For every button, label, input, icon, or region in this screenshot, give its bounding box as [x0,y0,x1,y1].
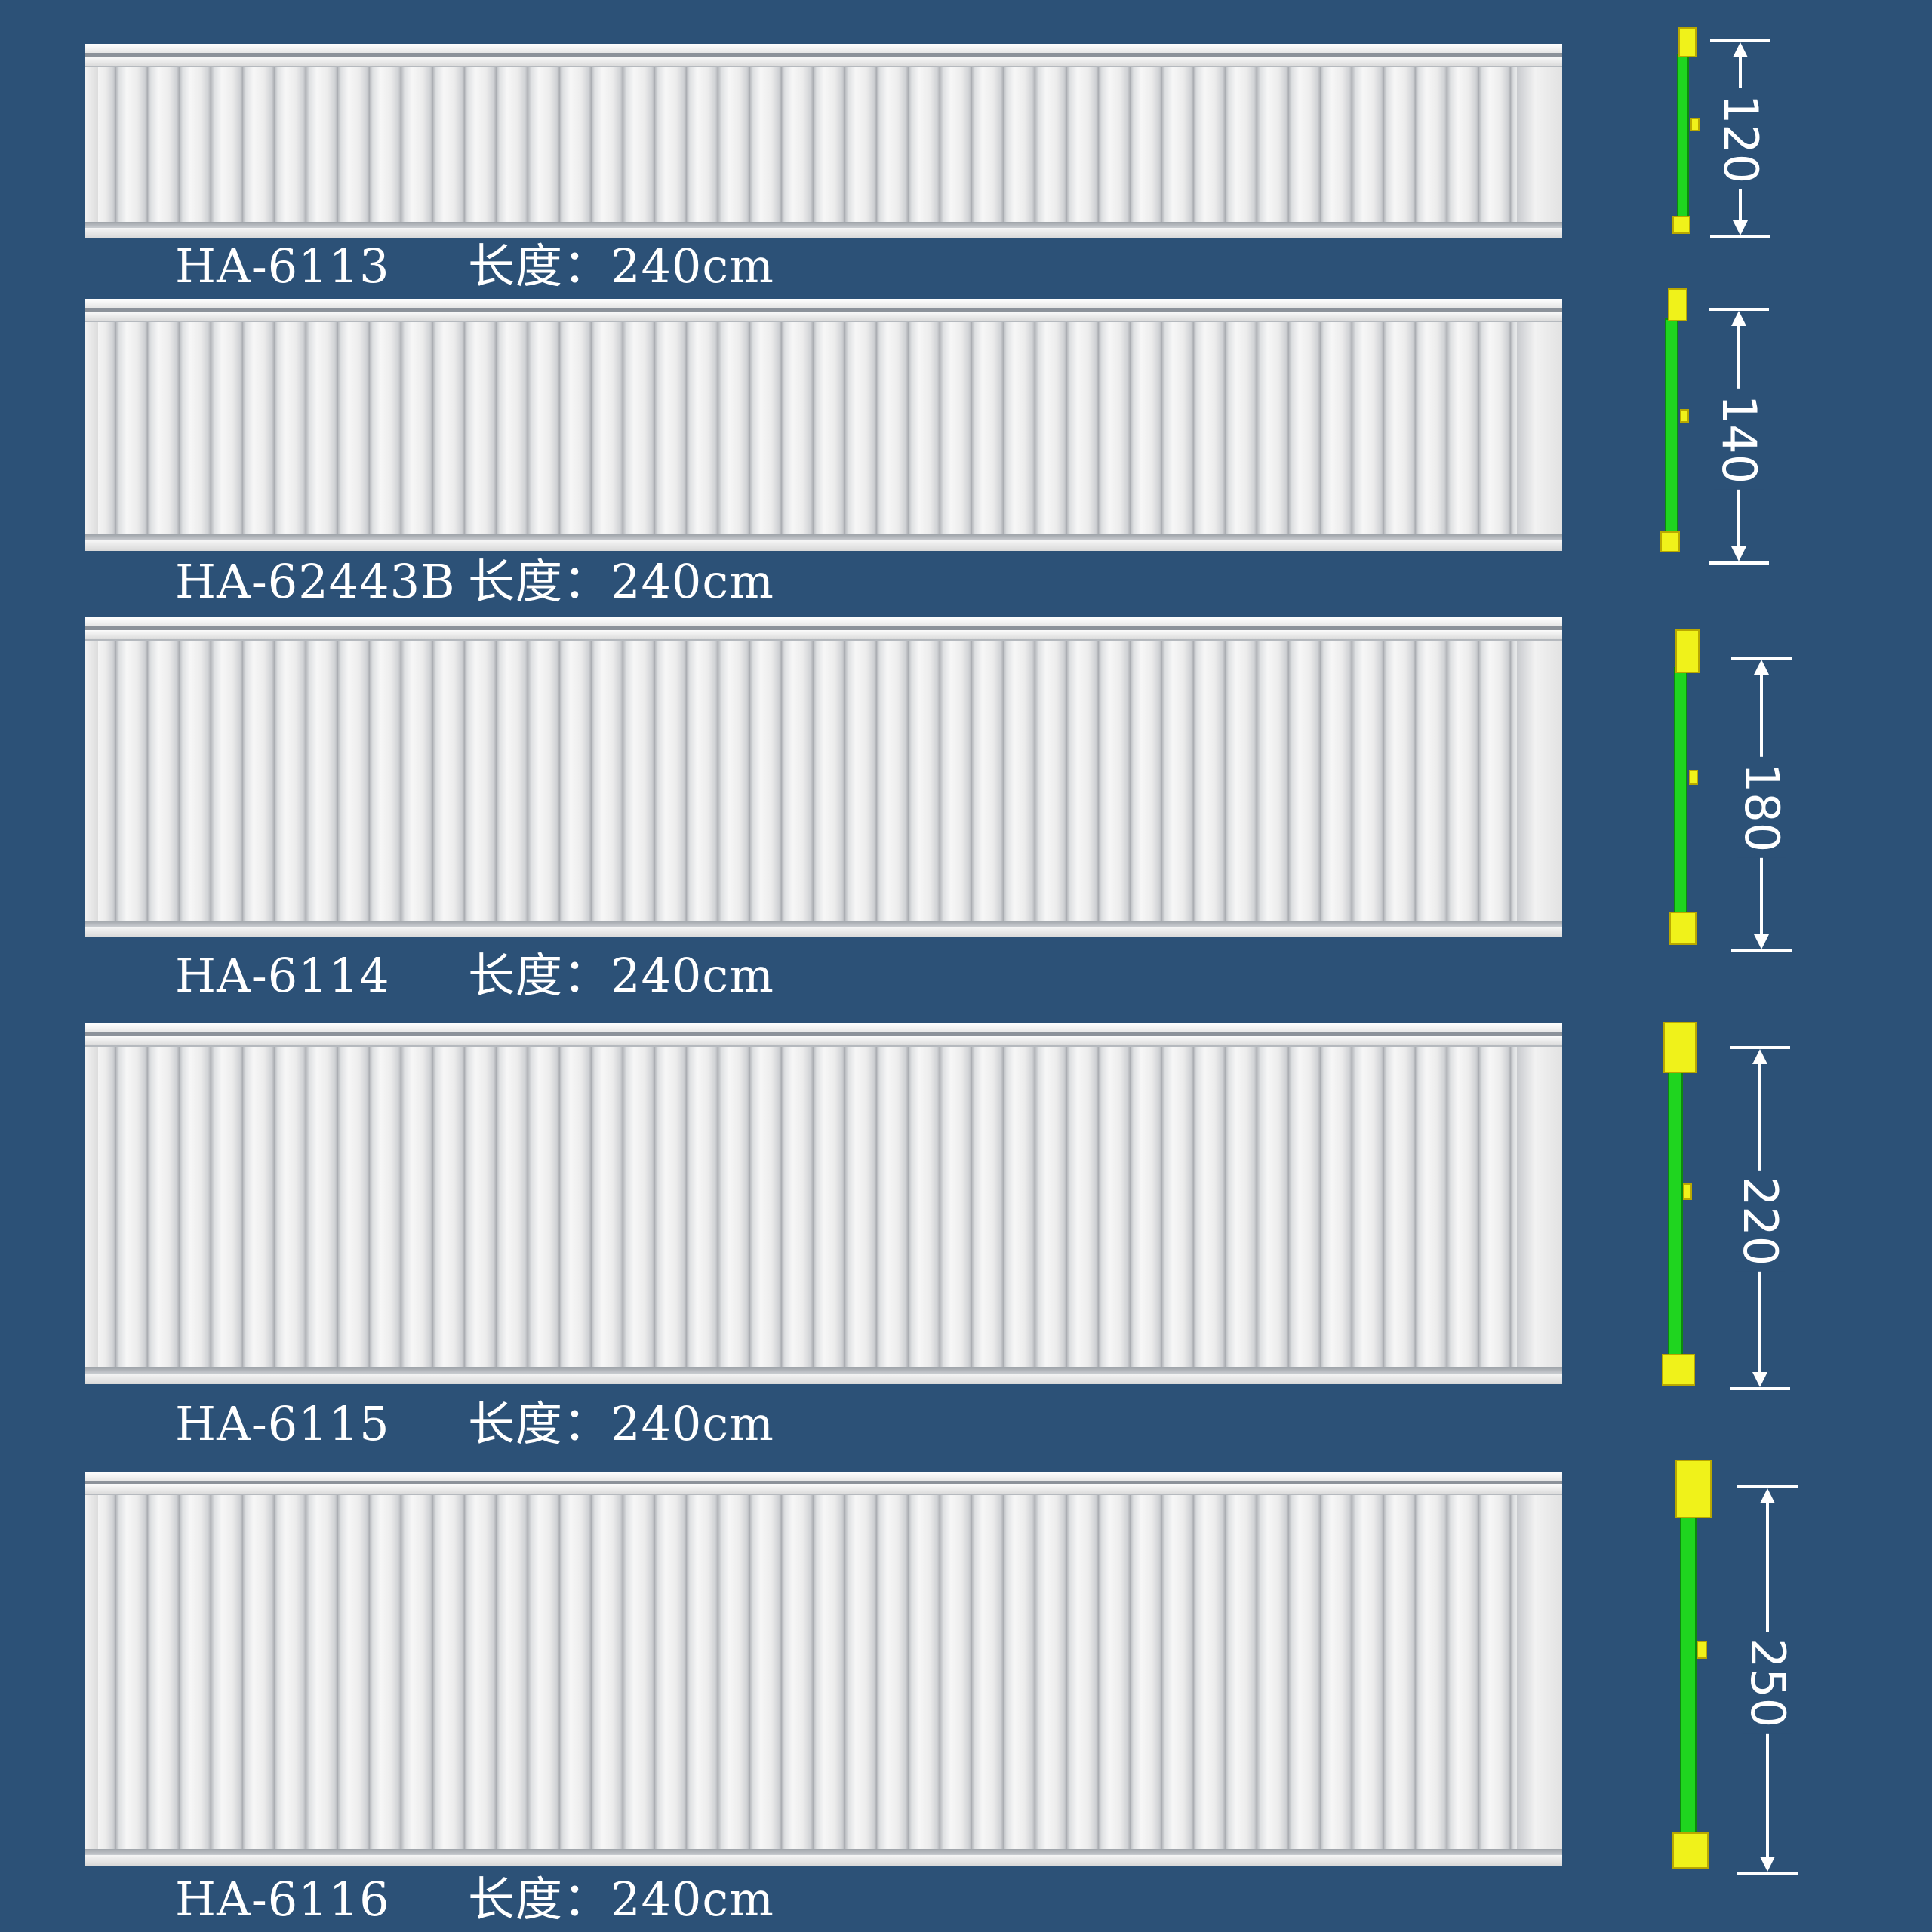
product-length: 长度：240cm [468,948,774,1003]
product-length: 长度：240cm [468,1872,774,1927]
product-code: HA-6116 [175,1872,390,1927]
dimension-value: 180 [1734,756,1789,859]
product-label: HA-6116 长度：240cm [175,1876,774,1923]
product-label: HA-6115 长度：240cm [175,1401,774,1447]
dimension-marker: 180 [1731,657,1792,952]
dimension-value: 120 [1713,88,1768,190]
product-label: HA-6114 长度：240cm [175,952,774,999]
moulding-panel-ha-6115 [85,1023,1562,1384]
cross-section-profile [1672,1460,1715,1873]
moulding-panel-ha-62443b [85,299,1562,551]
product-label: HA-6113 长度：240cm [175,243,774,290]
dimension-marker: 140 [1709,308,1769,565]
moulding-panel-ha-6116 [85,1472,1562,1866]
dimension-marker: 220 [1730,1046,1790,1390]
product-label: HA-62443B 长度：240cm [175,558,774,605]
product-length: 长度：240cm [468,1396,774,1451]
cross-section-profile [1660,288,1697,552]
product-code: HA-6113 [175,238,390,294]
dimension-value: 220 [1733,1170,1788,1272]
product-code: HA-6114 [175,948,390,1003]
cross-section-profile [1662,1022,1701,1386]
cross-section-profile [1669,629,1709,945]
product-code: HA-6115 [175,1396,390,1451]
dimension-marker: 250 [1737,1485,1798,1875]
product-length: 长度：240cm [468,238,774,294]
cross-section-profile [1672,27,1706,234]
dimension-value: 140 [1712,388,1767,491]
dimension-marker: 120 [1710,39,1770,238]
product-length: 长度：240cm [468,554,774,609]
dimension-value: 250 [1740,1632,1795,1734]
moulding-panel-ha-6114 [85,617,1562,937]
moulding-panel-ha-6113 [85,44,1562,238]
product-code: HA-62443B [175,554,456,609]
